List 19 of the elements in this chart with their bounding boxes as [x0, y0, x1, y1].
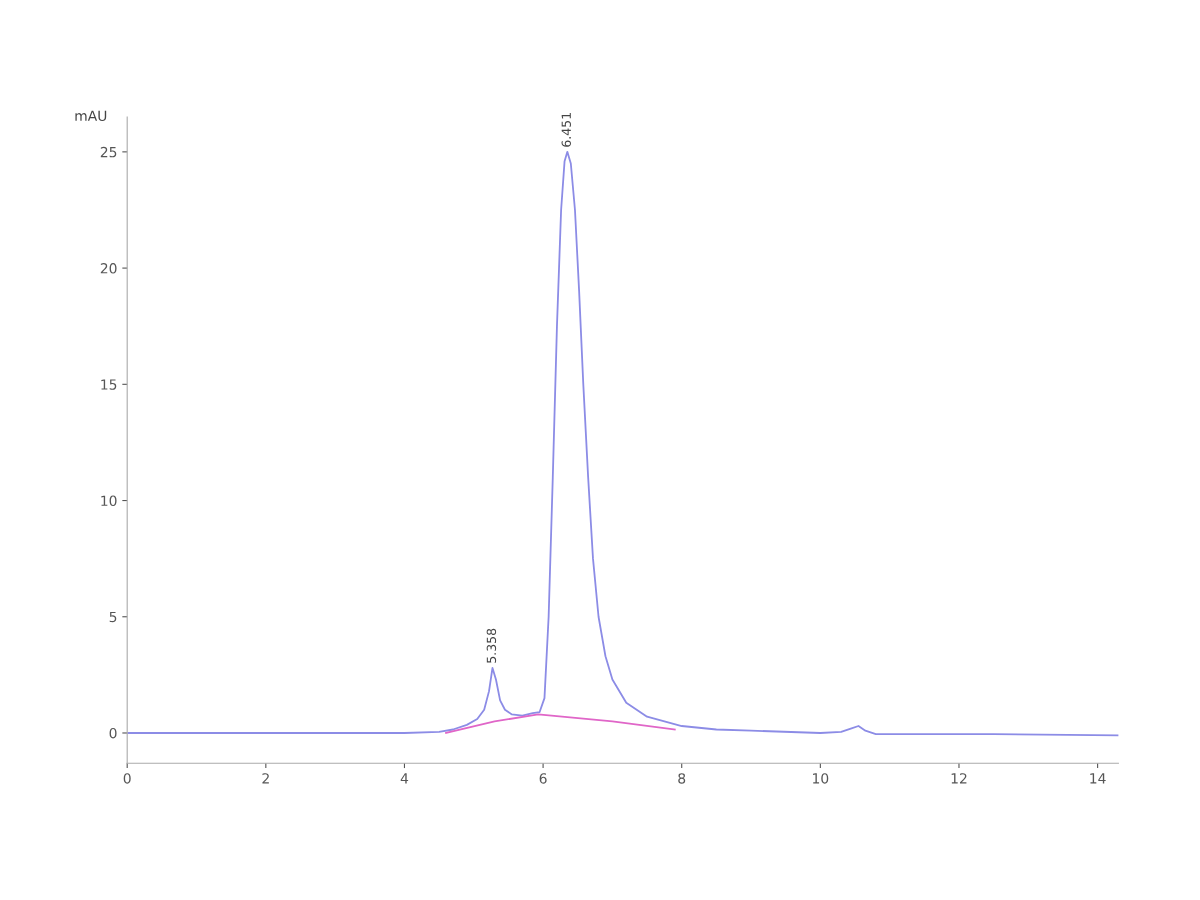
y-tick-label: 20: [100, 263, 117, 274]
x-tick-label: 2: [262, 773, 269, 784]
line-series: [445, 713, 676, 734]
x-tick-label: 0: [123, 773, 131, 784]
y-tick-label: 15: [101, 379, 117, 390]
x-tick-label: 14: [1090, 773, 1106, 784]
annotation: 6.451: [561, 113, 571, 147]
x-tick-label: 8: [678, 773, 686, 784]
x-tick-label: 6: [539, 773, 547, 784]
x-tick-label: 10: [813, 773, 829, 784]
y-axis-title: mAU: [75, 110, 107, 122]
annotation: 5.358: [486, 628, 497, 663]
x-tick-label: 12: [951, 773, 967, 784]
y-tick-label: 5: [109, 611, 117, 623]
line-series: [127, 150, 1119, 737]
y-tick-label: 10: [101, 495, 117, 507]
y-tick-label: 25: [100, 146, 117, 158]
x-tick-label: 4: [400, 773, 409, 784]
y-tick-label: 0: [109, 727, 117, 739]
